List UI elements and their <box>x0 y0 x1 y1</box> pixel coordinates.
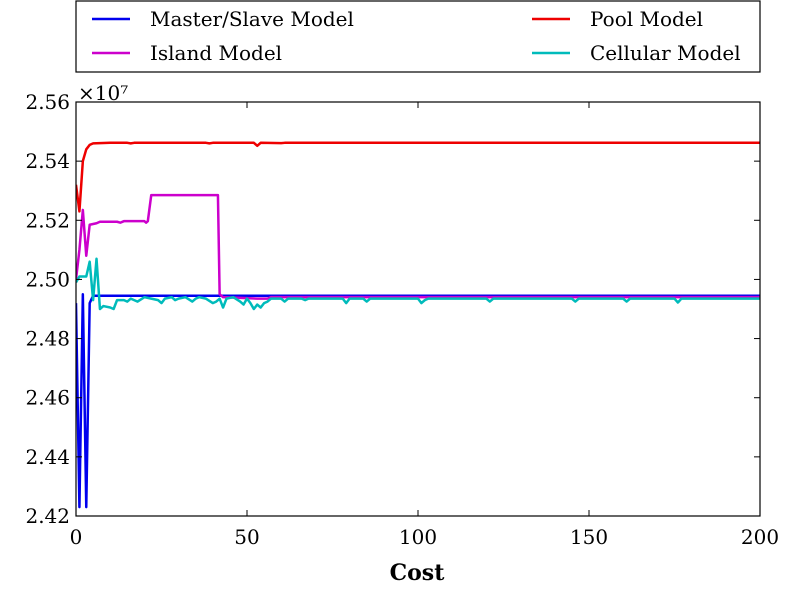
legend-label-3: Island Model <box>150 41 282 65</box>
legend: Master/Slave Model Pool Model Island Model… <box>75 0 761 73</box>
legend-label-1: Master/Slave Model <box>150 7 354 31</box>
legend-box <box>75 0 761 73</box>
x-tick-label: 100 <box>399 525 437 549</box>
y-tick-label: 2.52 <box>25 208 70 232</box>
plot-frame <box>75 101 761 517</box>
y-tick-label: 2.56 <box>25 90 70 114</box>
y-tick-label: 2.46 <box>25 386 70 410</box>
y-tick-label: 2.50 <box>25 267 70 291</box>
y-axis-offset-label: ×10⁷ <box>78 81 128 105</box>
x-tick-label: 0 <box>70 525 83 549</box>
series-line-3 <box>76 193 760 300</box>
axes-layer: 0 50 100 150 200 2.42 2.44 2.46 2.48 2.50 2.52 2.54… <box>25 90 779 549</box>
series-line-2 <box>76 141 760 213</box>
x-tick-label: 200 <box>741 525 779 549</box>
legend-label-2: Pool Model <box>590 7 703 31</box>
y-tick-label: 2.42 <box>25 504 70 528</box>
series-line-1 <box>76 292 760 509</box>
legend-label-4: Cellular Model <box>590 41 741 65</box>
series-line-4 <box>76 257 760 311</box>
x-tick-label: 150 <box>570 525 608 549</box>
y-tick-label: 2.54 <box>25 149 70 173</box>
x-axis-label: Cost <box>390 560 446 586</box>
series-layer <box>76 141 760 509</box>
x-tick-label: 50 <box>234 525 259 549</box>
y-tick-label: 2.44 <box>25 445 70 469</box>
y-tick-label: 2.48 <box>25 327 70 351</box>
